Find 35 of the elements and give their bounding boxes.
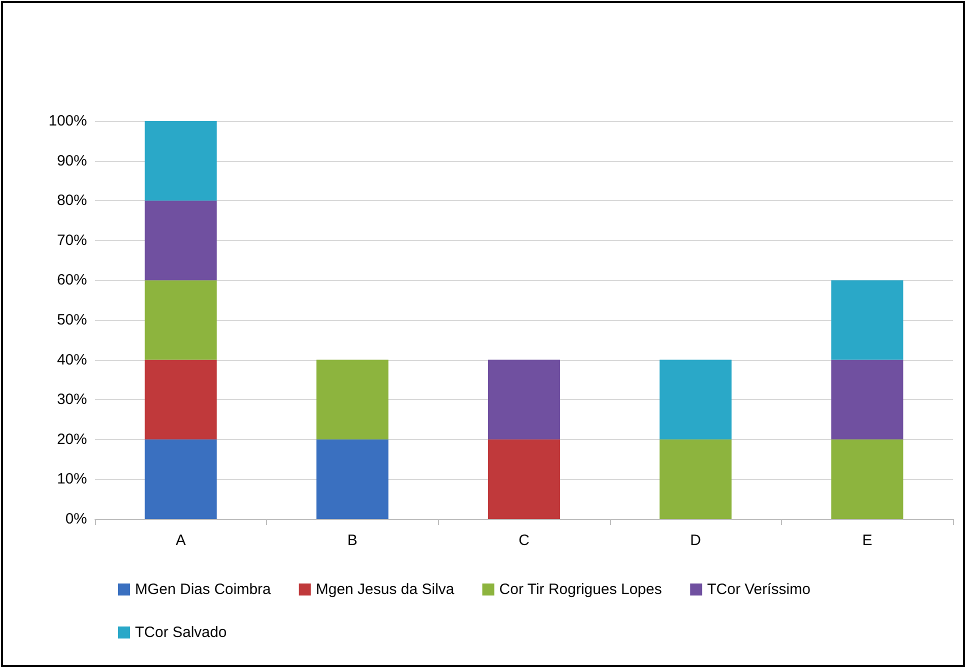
y-tick-label: 60% [56,272,87,289]
y-tick-label: 10% [56,470,87,488]
x-tick-label: C [518,532,530,549]
legend-label: TCor Veríssimo [707,581,810,598]
y-tick-label: 30% [56,391,87,408]
legend-label: TCor Salvado [135,624,227,641]
bar [831,360,904,440]
x-tick-label: B [347,532,358,549]
y-tick-label: 90% [56,152,87,170]
y-tick-label: 70% [56,232,87,249]
y-tick-label: 20% [56,430,87,448]
bar [144,360,217,440]
bar [831,280,904,360]
bar [144,439,217,519]
y-tick-label: 80% [56,192,87,210]
bar [316,360,388,440]
x-tick-label: E [862,532,872,549]
bar [660,439,732,519]
bar [831,439,904,519]
x-tick-label: A [176,532,186,549]
bar [144,200,217,280]
y-tick-label: 50% [56,312,87,328]
bar [144,280,217,360]
x-tick-label: D [690,532,702,549]
bar [488,360,560,440]
bar [144,121,217,201]
legend-label: MGen Dias Coimbra [135,581,272,598]
bar [316,439,388,519]
y-tick-label: 0% [65,510,87,528]
y-tick-label: 100% [48,112,87,130]
y-tick-label: 40% [56,351,87,368]
legend-label: Mgen Jesus da Silva [316,581,455,598]
legend-label: Cor Tir Rogrigues Lopes [499,581,662,598]
bar [660,360,732,440]
bar [488,439,560,519]
